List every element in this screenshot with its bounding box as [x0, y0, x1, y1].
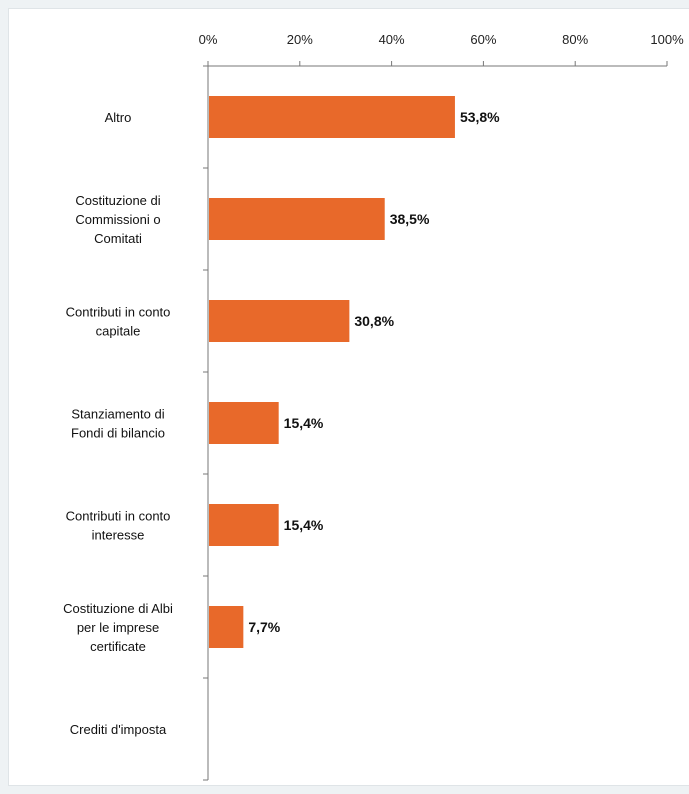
category-label-line: per le imprese: [77, 620, 159, 635]
bar: [209, 504, 279, 546]
x-tick-label: 100%: [650, 32, 684, 47]
data-label: 30,8%: [354, 313, 394, 329]
bar-layer: [209, 96, 455, 648]
x-tick-label: 60%: [470, 32, 496, 47]
category-label-line: Commissioni o: [75, 212, 160, 227]
category-label-line: Costituzione di: [75, 193, 160, 208]
category-label-line: Altro: [105, 110, 132, 125]
category-label-line: Costituzione di Albi: [63, 601, 173, 616]
category-label-line: Comitati: [94, 231, 142, 246]
category-label-line: Contributi in conto: [66, 509, 171, 524]
category-label-line: Contributi in conto: [66, 305, 171, 320]
category-label-line: Fondi di bilancio: [71, 426, 165, 441]
bar: [209, 402, 279, 444]
bar: [209, 198, 385, 240]
category-label: Stanziamento di Fondi di bilancio: [71, 407, 165, 441]
x-tick-label: 40%: [379, 32, 405, 47]
data-label: 7,7%: [248, 619, 280, 635]
x-tick-label: 0%: [199, 32, 218, 47]
x-tick-label: 20%: [287, 32, 313, 47]
category-label-line: Stanziamento di: [71, 407, 164, 422]
bar: [209, 300, 350, 342]
data-label: 15,4%: [284, 415, 324, 431]
category-label: Costituzione di Albi per le imprese certif…: [63, 601, 173, 654]
category-label: Altro: [105, 110, 132, 125]
label-layer: 53,8% Altro 38,5% Costituzione di Commission…: [63, 109, 500, 737]
x-tick-label: 80%: [562, 32, 588, 47]
category-label: Contributi in conto interesse: [66, 509, 171, 543]
category-label: Crediti d'imposta: [70, 722, 167, 737]
data-label: 38,5%: [390, 211, 430, 227]
axis-layer: 0% 20% 40% 60% 80% 100%: [199, 32, 684, 781]
category-label-line: Crediti d'imposta: [70, 722, 167, 737]
category-label-line: certificate: [90, 639, 146, 654]
data-label: 53,8%: [460, 109, 500, 125]
category-label: Costituzione di Commissioni o Comitati: [75, 193, 160, 246]
data-label: 15,4%: [284, 517, 324, 533]
bar: [209, 96, 455, 138]
bar: [209, 606, 244, 648]
category-label-line: interesse: [92, 528, 145, 543]
category-label: Contributi in conto capitale: [66, 305, 171, 339]
category-label-line: capitale: [96, 324, 141, 339]
